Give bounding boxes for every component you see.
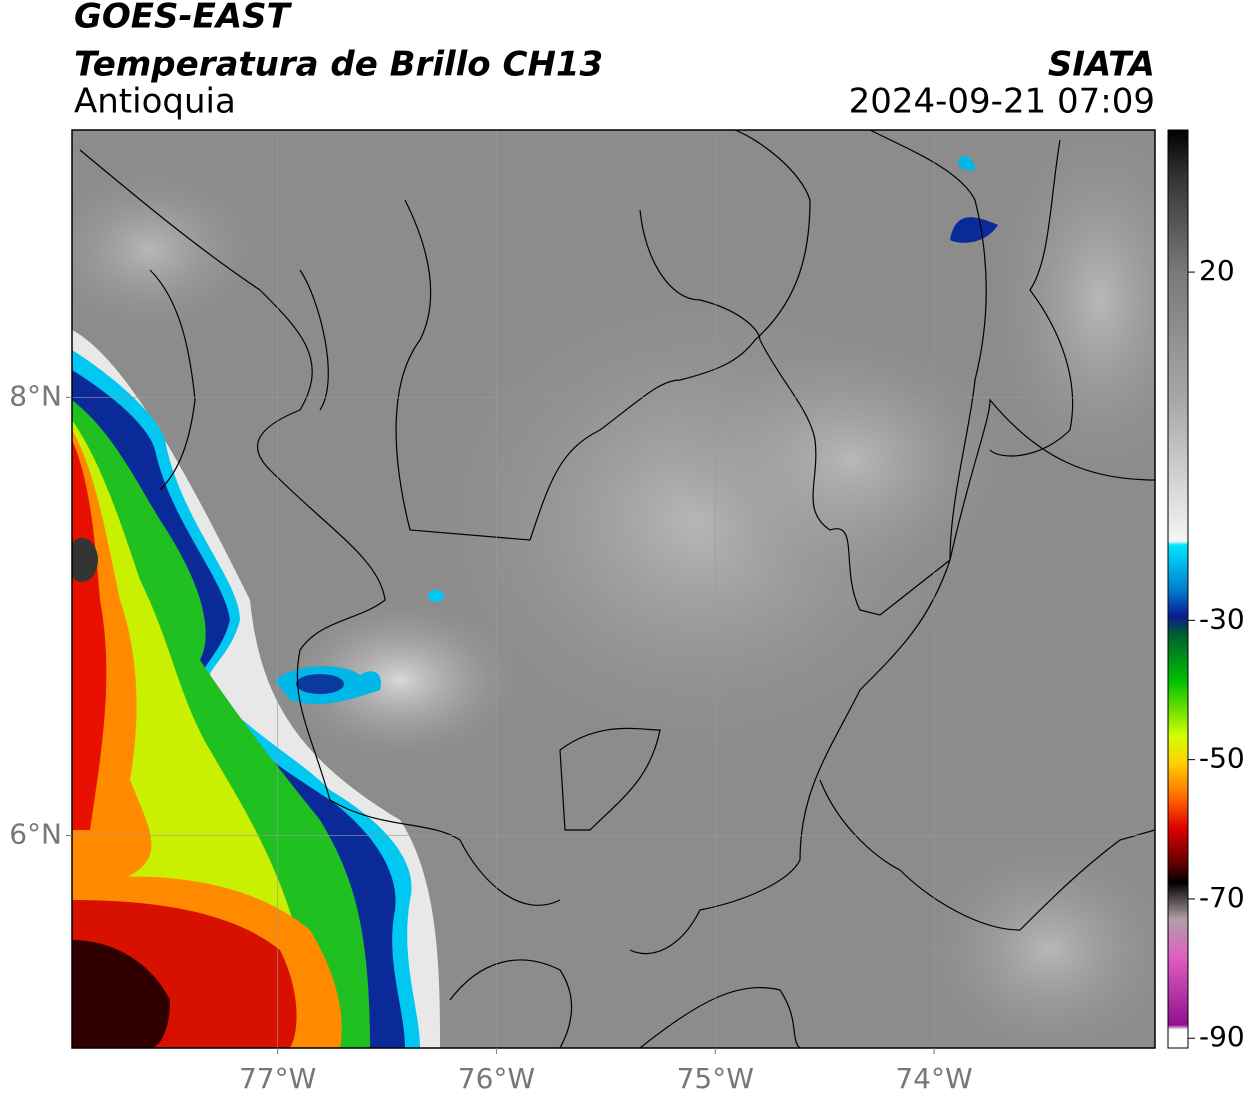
colorbar-tick-label: -70 bbox=[1199, 881, 1245, 914]
y-tick-label: 6°N bbox=[9, 817, 62, 850]
y-tick-label: 8°N bbox=[9, 379, 62, 412]
colorbar-tick-label: -30 bbox=[1199, 602, 1245, 635]
x-tick-label: 77°W bbox=[239, 1062, 316, 1095]
source: SIATA bbox=[1048, 45, 1155, 85]
x-tick-label: 74°W bbox=[895, 1062, 972, 1095]
x-tick-label: 76°W bbox=[458, 1062, 535, 1095]
title: GOES-EAST bbox=[74, 0, 293, 37]
colorbar-tick-label: -90 bbox=[1199, 1020, 1245, 1053]
x-tick-label: 75°W bbox=[677, 1062, 754, 1095]
region: Antioquia bbox=[74, 82, 236, 122]
boundaries bbox=[79, 130, 1155, 1048]
colorbar-tick-label: 20 bbox=[1199, 254, 1235, 287]
colorbar bbox=[1167, 129, 1189, 1049]
graticule bbox=[72, 130, 1155, 1048]
map-frame bbox=[71, 129, 1156, 1049]
satellite-image bbox=[72, 130, 1155, 1048]
datetime: 2024-09-21 07:09 bbox=[849, 82, 1155, 122]
colorbar-tick-label: -50 bbox=[1199, 742, 1245, 775]
subtitle: Temperatura de Brillo CH13 bbox=[74, 45, 603, 85]
